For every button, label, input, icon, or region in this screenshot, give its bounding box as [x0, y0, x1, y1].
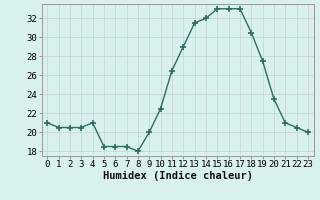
- X-axis label: Humidex (Indice chaleur): Humidex (Indice chaleur): [103, 171, 252, 181]
